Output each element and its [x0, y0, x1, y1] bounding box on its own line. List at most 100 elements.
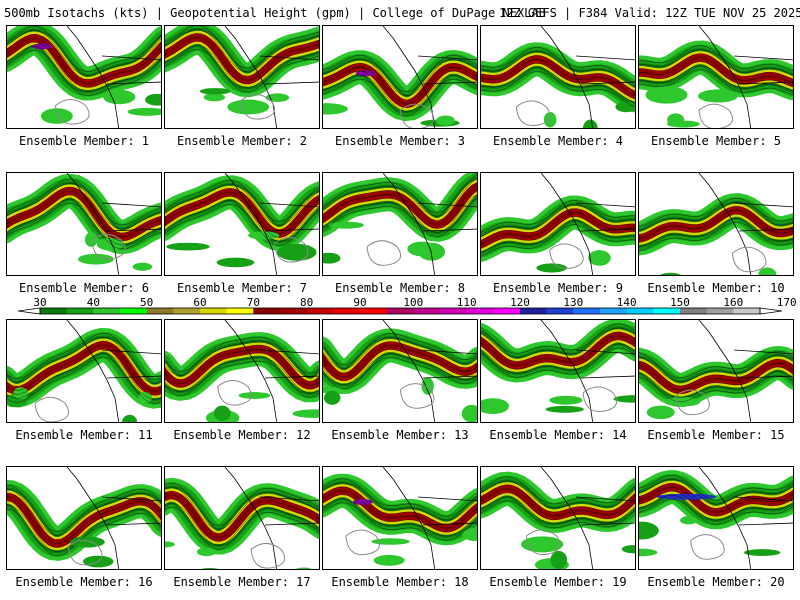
isotach-map	[165, 467, 319, 569]
height-contour	[165, 188, 319, 230]
isotach-map	[481, 173, 635, 275]
coastline	[698, 320, 793, 422]
height-contour	[639, 491, 793, 517]
height-contour	[7, 178, 161, 226]
height-contour	[165, 494, 319, 538]
isotach-patch	[276, 243, 317, 261]
colorbar-swatch	[40, 308, 68, 314]
colorbar-tick-label: 160	[723, 297, 743, 309]
height-contour	[481, 476, 635, 505]
isotach-patch	[373, 554, 405, 566]
height-contour	[639, 69, 793, 96]
height-contour	[639, 475, 793, 501]
isotach-patch	[371, 538, 410, 545]
height-contour	[165, 33, 319, 77]
isotach-map	[639, 173, 793, 275]
colorbar-swatch	[200, 308, 228, 314]
height-contour	[639, 374, 793, 403]
height-contour	[165, 356, 319, 394]
jet-core	[656, 493, 717, 500]
isotach-patch	[743, 549, 781, 556]
map-panel-member-5	[638, 25, 794, 129]
height-contour	[323, 349, 477, 381]
height-contour	[481, 204, 635, 237]
member-label: Ensemble Member: 3	[334, 134, 466, 148]
isotach-map	[7, 26, 161, 128]
height-contour	[165, 200, 319, 242]
isotach-patch	[295, 567, 312, 569]
height-contour	[481, 496, 635, 525]
coastline	[66, 26, 161, 128]
height-contour	[165, 41, 319, 85]
map-panel-member-7	[164, 172, 320, 276]
height-contour	[639, 213, 793, 243]
height-contour	[7, 190, 161, 238]
height-contour	[639, 49, 793, 76]
height-contour-gray	[549, 243, 584, 269]
height-contour	[481, 220, 635, 253]
height-contour	[165, 490, 319, 534]
isotach-patch	[436, 115, 455, 126]
height-contour	[481, 488, 635, 517]
height-contour	[481, 59, 635, 96]
height-contour	[165, 29, 319, 73]
height-contour-gray	[698, 103, 734, 128]
height-contour-gray	[690, 534, 725, 560]
member-label: Ensemble Member: 5	[650, 134, 782, 148]
height-contour	[323, 70, 477, 109]
height-contour	[481, 484, 635, 513]
member-label: Ensemble Member: 1	[18, 134, 150, 148]
isotach-map	[7, 320, 161, 422]
height-contour	[639, 362, 793, 391]
colorbar-swatch	[173, 308, 201, 314]
isotach-map	[7, 467, 161, 569]
height-contour	[481, 67, 635, 104]
member-label: Ensemble Member: 13	[331, 428, 469, 442]
member-label: Ensemble Member: 6	[18, 281, 150, 295]
isotach-patch	[40, 108, 73, 124]
isotach-patch	[165, 541, 175, 548]
map-panel-member-4	[480, 25, 636, 129]
isotach-map	[323, 467, 477, 569]
isotach-patch	[323, 386, 344, 393]
height-contour	[165, 204, 319, 246]
map-panel-member-11	[6, 319, 162, 423]
member-label: Ensemble Member: 2	[176, 134, 308, 148]
coastline	[382, 320, 477, 422]
isotach-patch	[96, 237, 124, 251]
colorbar-swatch	[66, 308, 94, 314]
colorbar-swatch	[493, 308, 521, 314]
height-contour	[323, 194, 477, 233]
coastline	[540, 320, 635, 422]
isotach-patch	[201, 567, 219, 569]
height-contour	[7, 194, 161, 242]
member-label: Ensemble Member: 15	[647, 428, 785, 442]
height-contour	[639, 221, 793, 251]
height-contour	[323, 486, 477, 525]
height-contour	[165, 360, 319, 398]
colorbar-swatch	[146, 308, 174, 314]
height-contour	[323, 74, 477, 113]
isotach-patch	[521, 536, 564, 553]
height-contour	[639, 197, 793, 227]
colorbar-tick-label: 100	[403, 297, 423, 309]
height-contour	[323, 190, 477, 229]
height-contour	[639, 495, 793, 521]
map-panel-member-1	[6, 25, 162, 129]
colorbar-swatch	[546, 308, 574, 314]
height-contour	[323, 66, 477, 105]
member-label: Ensemble Member: 16	[15, 575, 153, 589]
height-contour	[481, 492, 635, 521]
coastline	[66, 320, 161, 422]
height-contour	[165, 352, 319, 390]
height-contour	[7, 42, 161, 88]
height-contour	[481, 200, 635, 233]
height-contour	[7, 348, 161, 396]
height-contour	[481, 55, 635, 92]
height-contour	[481, 47, 635, 84]
isotach-patch	[645, 86, 688, 104]
member-label: Ensemble Member: 20	[647, 575, 785, 589]
map-panel-member-17	[164, 466, 320, 570]
colorbar-tick-label: 110	[457, 297, 477, 309]
coastline	[698, 467, 793, 569]
